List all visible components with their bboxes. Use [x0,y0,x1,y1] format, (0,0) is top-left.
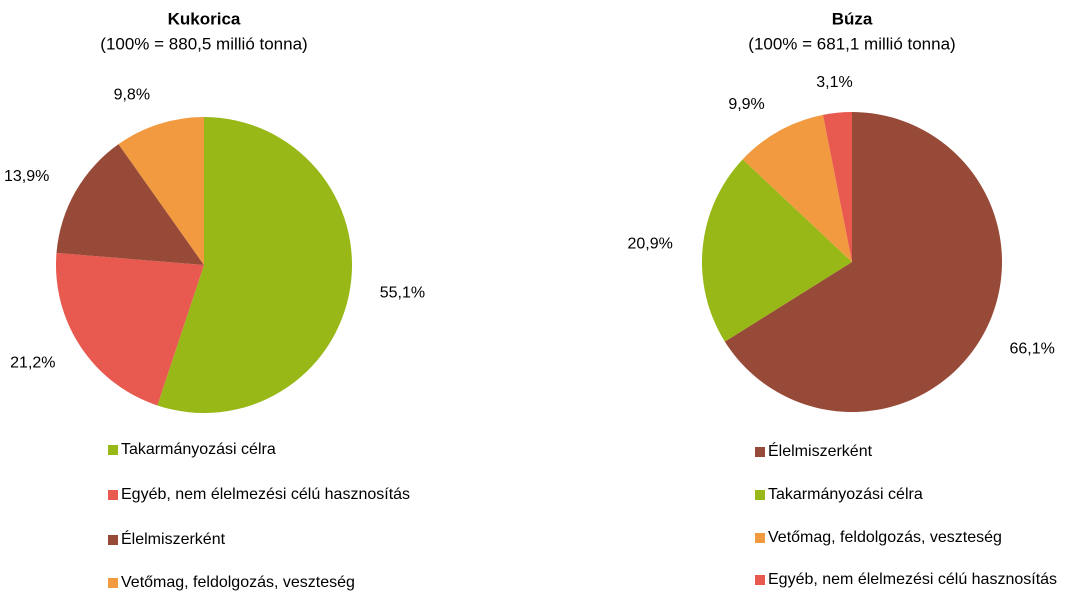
legend-label: Egyéb, nem élelmezési célú hasznosítás [121,486,410,503]
legend-swatch [108,535,118,545]
legend-swatch [108,578,118,588]
pie-slice [724,112,1002,412]
data-label: 9,8% [114,87,150,104]
legend-swatch [755,447,765,457]
chart-title: Kukorica [168,9,241,28]
chart-subtitle: (100% = 880,5 millió tonna) [100,34,307,53]
data-label: 55,1% [380,285,425,302]
legend-label: Vetőmag, feldolgozás, veszteség [768,529,1002,546]
data-label: 13,9% [4,168,49,185]
legend-label: Egyéb, nem élelmezési célú hasznosítás [768,571,1057,588]
data-label: 9,9% [728,96,764,113]
chart-title: Búza [832,9,873,28]
data-label: 21,2% [10,354,55,371]
legend-swatch [108,445,118,455]
legend-swatch [755,490,765,500]
data-label: 66,1% [1009,340,1054,357]
pie-slice [742,114,852,262]
legend-swatch [755,533,765,543]
legend-label: Élelmiszerként [768,441,873,460]
legend-label: Vetőmag, feldolgozás, veszteség [121,574,355,591]
legend-label: Élelmiszerként [121,529,226,548]
pie-slice [702,159,852,342]
pie-slice [822,112,852,262]
data-label: 20,9% [627,236,672,253]
pie-slice [157,117,353,413]
pie-slice [56,144,205,265]
legend-swatch [755,575,765,585]
pie-slice [118,117,204,265]
legend-swatch [108,490,118,500]
data-label: 3,1% [816,74,852,91]
pie-slice [55,252,204,406]
chart-subtitle: (100% = 681,1 millió tonna) [748,34,955,53]
legend-label: Takarmányozási célra [768,486,923,503]
legend-label: Takarmányozási célra [121,441,276,458]
